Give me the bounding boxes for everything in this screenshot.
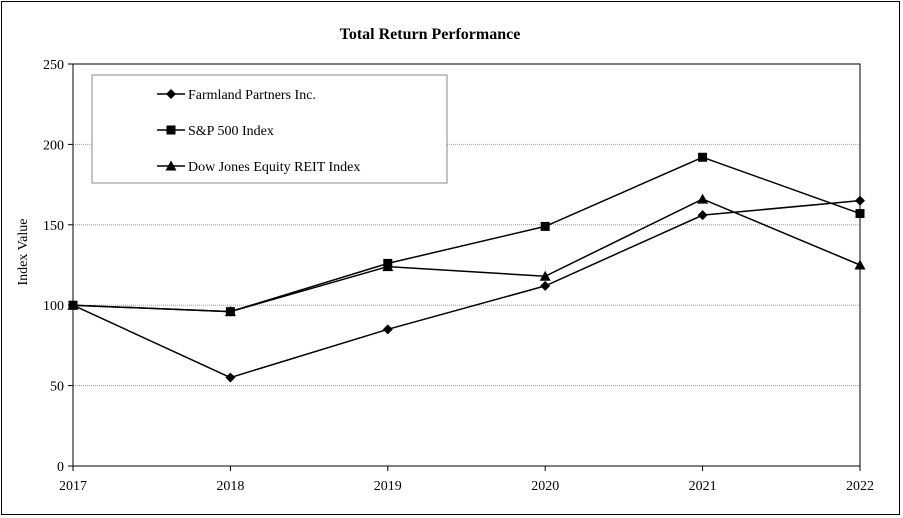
x-tick-label-2017: 2017	[59, 479, 87, 494]
series-layer	[67, 152, 866, 383]
data-point-triangle-2022	[854, 259, 866, 270]
y-axis-label: Index Value	[16, 219, 31, 286]
data-point-triangle-2018	[224, 306, 236, 317]
data-point-square-2022	[855, 209, 865, 219]
y-tick-label-200: 200	[43, 138, 64, 153]
legend-box	[91, 74, 448, 184]
data-point-diamond-2020	[540, 280, 551, 291]
series-line-diamond	[72, 199, 861, 379]
data-point-diamond-2019	[382, 324, 393, 335]
y-tick-label-100: 100	[43, 299, 64, 314]
legend-marker-triangle	[165, 160, 177, 171]
series-triangle	[67, 193, 866, 317]
legend-label-square: S&P 500 Index	[188, 124, 274, 139]
data-point-triangle-2017	[67, 299, 79, 310]
data-point-triangle-2019	[382, 261, 394, 272]
legend-items: Farmland Partners Inc. S&P 500 Index Dow J…	[157, 88, 360, 175]
data-point-diamond-2018	[225, 372, 236, 383]
legend-label-diamond: Farmland Partners Inc.	[188, 88, 316, 103]
series-line-triangle	[72, 198, 861, 313]
tick-layer: 0 50 100 150 200 250 2017 2018 2019 2020 2021 2022	[43, 58, 874, 494]
data-point-triangle-2020	[539, 270, 551, 281]
x-tick-label-2021: 2021	[689, 479, 717, 494]
data-point-diamond-2022	[855, 195, 865, 206]
y-tick-label-250: 250	[43, 58, 64, 73]
legend-label-triangle: Dow Jones Equity REIT Index	[188, 160, 360, 175]
x-tick-label-2022: 2022	[846, 479, 874, 494]
x-tick-label-2020: 2020	[531, 479, 559, 494]
data-point-square-2021	[698, 152, 708, 162]
y-tick-label-50: 50	[50, 380, 64, 395]
data-point-triangle-2021	[697, 193, 709, 204]
y-tick-label-150: 150	[43, 219, 64, 234]
data-point-square-2020	[540, 221, 550, 231]
legend-marker-square	[166, 125, 176, 135]
legend-marker-diamond	[166, 89, 176, 99]
data-point-diamond-2021	[697, 210, 708, 221]
chart-title: Total Return Performance	[340, 26, 521, 43]
legend: Farmland Partners Inc. S&P 500 Index Dow J…	[91, 74, 448, 184]
x-tick-label-2019: 2019	[374, 479, 402, 494]
x-tick-label-2018: 2018	[216, 479, 244, 494]
y-tick-label-0: 0	[57, 460, 64, 475]
